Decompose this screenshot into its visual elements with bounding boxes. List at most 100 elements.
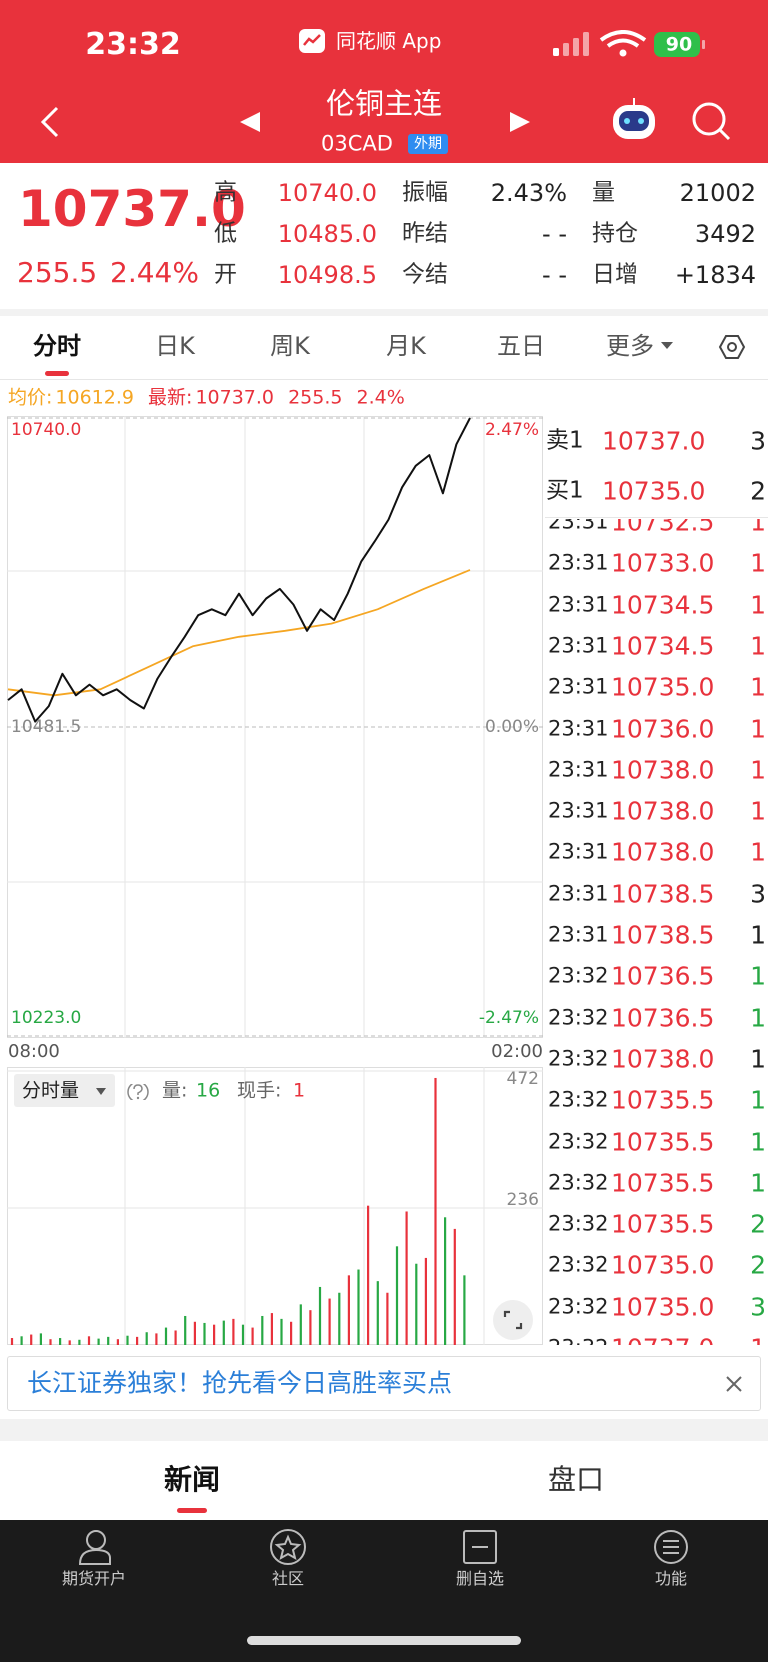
volume-bar: [453, 1228, 456, 1345]
volume-bar: [174, 1330, 177, 1345]
separator: [0, 1419, 768, 1441]
trade-price: 10735.5: [611, 1209, 715, 1239]
trade-qty: 1: [750, 631, 766, 661]
volume-bar: [126, 1335, 129, 1345]
chart-tab[interactable]: 分时: [33, 332, 81, 360]
mode-arrow: [96, 1084, 149, 1100]
volume-bar: [193, 1321, 196, 1345]
pct-info: 2.4%: [356, 386, 405, 409]
ad-banner[interactable]: [7, 1356, 761, 1411]
change-info: 255.5: [288, 386, 343, 409]
stat-label: 昨结: [402, 220, 448, 247]
expand-button[interactable]: [492, 1299, 534, 1341]
trade-price: 10735.0: [611, 1250, 715, 1280]
volume-bar: [39, 1333, 42, 1345]
trade-qty: 1: [750, 920, 766, 950]
chart-tab[interactable]: 月K: [386, 332, 426, 360]
book-label: 卖1: [546, 427, 584, 454]
trade-time: 23:31: [548, 757, 609, 782]
trade-time: 23:31: [548, 633, 609, 658]
trade-price: 10732.5: [611, 519, 715, 537]
banner-close[interactable]: [724, 1374, 744, 1394]
trade-price: 10734.5: [611, 590, 715, 620]
trade-time: 23:32: [548, 1211, 609, 1236]
volume-bar: [309, 1310, 312, 1345]
volume-bar: [116, 1339, 119, 1345]
trade-time: 23:32: [548, 1294, 609, 1319]
price-change-pct: 2.44%: [110, 256, 199, 289]
bottom-tab[interactable]: 盘口: [547, 1463, 605, 1496]
trade-time: 23:32: [548, 1337, 609, 1345]
volume-bar: [87, 1336, 91, 1345]
trade-time: 23:31: [548, 922, 609, 947]
trade-qty: 3: [750, 1292, 766, 1322]
nav-label[interactable]: 期货开户: [61, 1569, 127, 1588]
trade-qty: 1: [750, 548, 766, 578]
volume-bar: [241, 1324, 245, 1345]
trade-qty: 1: [750, 672, 766, 702]
settings-icon[interactable]: [710, 330, 750, 364]
stat-value: 10740.0: [277, 179, 377, 207]
trade-time: 23:31: [548, 839, 609, 864]
volume-bar: [145, 1332, 148, 1345]
trade-time: 23:31: [548, 674, 609, 699]
volume-bar: [318, 1286, 322, 1345]
nav-label[interactable]: 社区: [271, 1569, 305, 1588]
trade-list: 23:31 10732.5 1 23:31 10733.0 1 23:31 10734.5 1 2…: [545, 519, 768, 1345]
trade-price: 10733.0: [611, 548, 715, 578]
trade-price: 10735.5: [611, 1127, 715, 1156]
volume-bar: [280, 1318, 283, 1345]
trade-price: 10735.0: [611, 1292, 715, 1322]
volume-bar: [463, 1275, 466, 1345]
stat-value: - -: [542, 220, 567, 248]
y2-tick-label: 2.47%: [485, 420, 539, 440]
volume-bar: [155, 1333, 158, 1345]
stat-label: 振幅: [402, 179, 448, 206]
instrument-title: 伦铜主连: [325, 86, 443, 121]
volume-bar: [405, 1211, 408, 1345]
stat-value: - -: [542, 261, 567, 289]
instrument-code: 03CAD: [321, 131, 393, 156]
volume-bar: [20, 1336, 23, 1345]
trade-qty: 1: [750, 1127, 766, 1156]
last-price-info: 10737.0: [195, 386, 275, 409]
trade-time: 23:31: [548, 592, 609, 617]
price-chart: 10740.0 10481.5 10223.0 2.47% 0.00% -2.47%: [7, 416, 543, 1038]
book-price: 10737.0: [602, 426, 706, 456]
book-price: 10735.0: [602, 476, 706, 506]
banner-text: 长江证券独家！抢先看今日高胜率买点: [27, 1368, 453, 1398]
trade-qty: 1: [750, 1044, 766, 1074]
stat-label: 量: [592, 179, 615, 206]
chart-tab[interactable]: 五日: [497, 332, 545, 360]
trade-qty: 1: [750, 837, 766, 867]
price-line: [7, 417, 471, 723]
nav-label[interactable]: 功能: [654, 1569, 688, 1588]
chart-tab[interactable]: 更多: [606, 332, 654, 360]
chart-tab[interactable]: 日K: [155, 332, 195, 360]
hand-label: 现手:: [237, 1079, 282, 1102]
volume-chart: 236 472: [7, 1067, 543, 1345]
more-arrow: [661, 342, 673, 349]
volume-bar: [97, 1338, 100, 1345]
trade-qty: 2: [750, 1209, 766, 1239]
status-app: 同花顺 App: [336, 29, 442, 53]
stat-value: 10485.0: [277, 220, 377, 248]
stat-value: 21002: [679, 179, 756, 207]
trade-qty: 1: [750, 961, 766, 991]
last-label: 最新:: [148, 386, 193, 409]
bottom-tab[interactable]: 新闻: [163, 1463, 221, 1496]
hand-value: 1: [293, 1079, 306, 1102]
nav-icons: [78, 1529, 688, 1565]
nav-label[interactable]: 删自选: [455, 1569, 505, 1588]
trade-time: 23:32: [548, 1087, 609, 1112]
volume-bar: [203, 1322, 206, 1345]
chart-tab[interactable]: 周K: [270, 332, 310, 360]
info-line: 均价: 10612.9 最新: 10737.0 255.5 2.4%: [8, 386, 405, 409]
volume-bar: [261, 1315, 264, 1345]
stat-label: 开: [214, 261, 237, 288]
header-icons: [40, 98, 731, 141]
trade-qty: 1: [750, 755, 766, 785]
volume-bar: [251, 1327, 254, 1345]
stat-label: 今结: [402, 261, 448, 288]
volume-bar: [107, 1336, 110, 1345]
